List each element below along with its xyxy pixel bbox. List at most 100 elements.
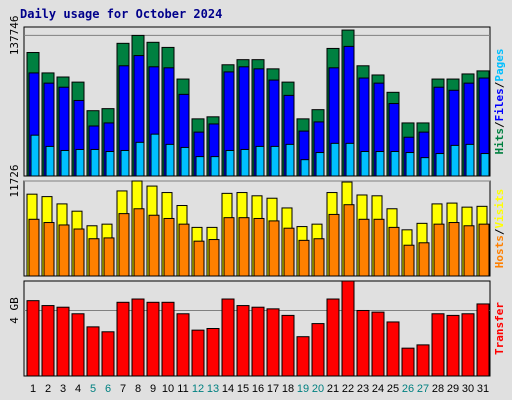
bar-transfer-day-27	[416, 344, 430, 377]
bar-visits-day-22	[343, 204, 355, 277]
bar-transfer-day-2	[41, 305, 55, 377]
bar-pages-day-27	[420, 157, 430, 177]
bar-transfer-day-20	[311, 323, 325, 377]
bar-visits-day-17	[268, 220, 280, 277]
bar-pages-day-20	[315, 152, 325, 177]
bar-transfer-day-11	[176, 313, 190, 377]
x-tick-label: 12	[192, 383, 204, 395]
y-max-label: 137746	[8, 16, 21, 56]
bar-pages-day-8	[135, 141, 145, 177]
x-tick-label: 27	[417, 383, 429, 395]
x-tick-label: 15	[237, 383, 249, 395]
x-tick-label: 9	[150, 383, 156, 395]
bar-transfer-day-28	[431, 313, 445, 377]
bar-transfer-day-30	[461, 313, 475, 377]
x-tick-label: 5	[90, 383, 96, 395]
bar-visits-day-18	[283, 227, 295, 277]
x-tick-label: 28	[432, 383, 444, 395]
bar-pages-day-31	[480, 153, 490, 177]
bar-visits-day-21	[328, 213, 340, 277]
bar-pages-day-26	[405, 152, 415, 177]
x-tick-label: 10	[162, 383, 174, 395]
bar-pages-day-11	[180, 146, 190, 177]
bar-transfer-day-10	[161, 301, 175, 377]
bar-visits-day-24	[373, 218, 385, 277]
bar-pages-day-6	[105, 151, 115, 177]
bar-pages-day-28	[435, 153, 445, 177]
bar-transfer-day-21	[326, 298, 340, 377]
x-tick-label: 4	[75, 383, 81, 395]
bar-visits-day-19	[298, 239, 310, 277]
bar-transfer-day-18	[281, 314, 295, 377]
y-max-label: 11726	[8, 164, 21, 197]
legend-bottom: Transfer	[493, 302, 506, 355]
x-tick-label: 8	[135, 383, 141, 395]
bar-visits-day-5	[88, 238, 100, 277]
bar-transfer-day-26	[401, 347, 415, 377]
bar-pages-day-24	[375, 151, 385, 177]
bar-visits-day-9	[148, 214, 160, 277]
bar-pages-day-17	[270, 145, 280, 177]
bar-pages-day-29	[450, 144, 460, 177]
x-tick-label: 31	[477, 383, 489, 395]
legend-top: Hits/Files/Pages	[493, 49, 506, 155]
bar-pages-day-14	[225, 149, 235, 177]
x-tick-label: 19	[297, 383, 309, 395]
bar-visits-day-12	[193, 240, 205, 277]
bar-pages-day-5	[90, 148, 100, 177]
x-tick-label: 24	[372, 383, 384, 395]
x-tick-label: 18	[282, 383, 294, 395]
bar-visits-day-11	[178, 223, 190, 277]
x-tick-label: 23	[357, 383, 369, 395]
bar-transfer-day-1	[26, 300, 40, 377]
bar-pages-day-1	[30, 134, 40, 177]
bar-transfer-day-7	[116, 301, 130, 377]
bar-visits-day-26	[403, 244, 415, 277]
bar-transfer-day-16	[251, 306, 265, 377]
x-tick-label: 13	[207, 383, 219, 395]
bar-visits-day-2	[43, 222, 55, 277]
bar-transfer-day-24	[371, 311, 385, 377]
bar-pages-day-15	[240, 148, 250, 177]
x-tick-label: 21	[327, 383, 339, 395]
x-tick-label: 6	[105, 383, 111, 395]
legend-mid: Hosts/Visits	[493, 189, 506, 269]
bar-pages-day-18	[285, 143, 295, 177]
bar-transfer-day-12	[191, 329, 205, 377]
page-title: Daily usage for October 2024	[20, 7, 223, 21]
bar-transfer-day-15	[236, 305, 250, 377]
legend-item: Hits	[493, 128, 506, 155]
bar-visits-day-30	[463, 225, 475, 277]
bar-transfer-day-22	[341, 280, 355, 377]
bar-pages-day-2	[45, 145, 55, 177]
bar-pages-day-3	[60, 149, 70, 177]
legend-item: /	[493, 228, 506, 235]
bar-pages-day-30	[465, 143, 475, 177]
bar-pages-day-4	[75, 148, 85, 177]
bar-visits-day-3	[58, 224, 70, 277]
bar-visits-day-14	[223, 217, 235, 277]
bar-visits-day-13	[208, 239, 220, 277]
y-max-label: 4 GB	[8, 297, 21, 324]
legend-item: /	[493, 121, 506, 128]
bar-transfer-day-17	[266, 308, 280, 377]
bar-transfer-day-9	[146, 301, 160, 377]
bar-visits-day-27	[418, 242, 430, 277]
bar-transfer-day-6	[101, 331, 115, 377]
legend-item: /	[493, 81, 506, 88]
legend-item: Pages	[493, 49, 506, 82]
bar-visits-day-20	[313, 238, 325, 277]
bar-visits-day-31	[478, 223, 490, 277]
x-tick-label: 2	[45, 383, 51, 395]
bar-visits-day-10	[163, 217, 175, 277]
bar-transfer-day-5	[86, 326, 100, 377]
bar-pages-day-12	[195, 156, 205, 177]
x-tick-label: 11	[177, 383, 188, 395]
bar-visits-day-4	[73, 228, 85, 277]
bar-visits-day-28	[433, 223, 445, 277]
bar-pages-day-9	[150, 133, 160, 177]
bar-pages-day-23	[360, 151, 370, 177]
x-tick-label: 17	[267, 383, 279, 395]
bar-visits-day-23	[358, 218, 370, 277]
